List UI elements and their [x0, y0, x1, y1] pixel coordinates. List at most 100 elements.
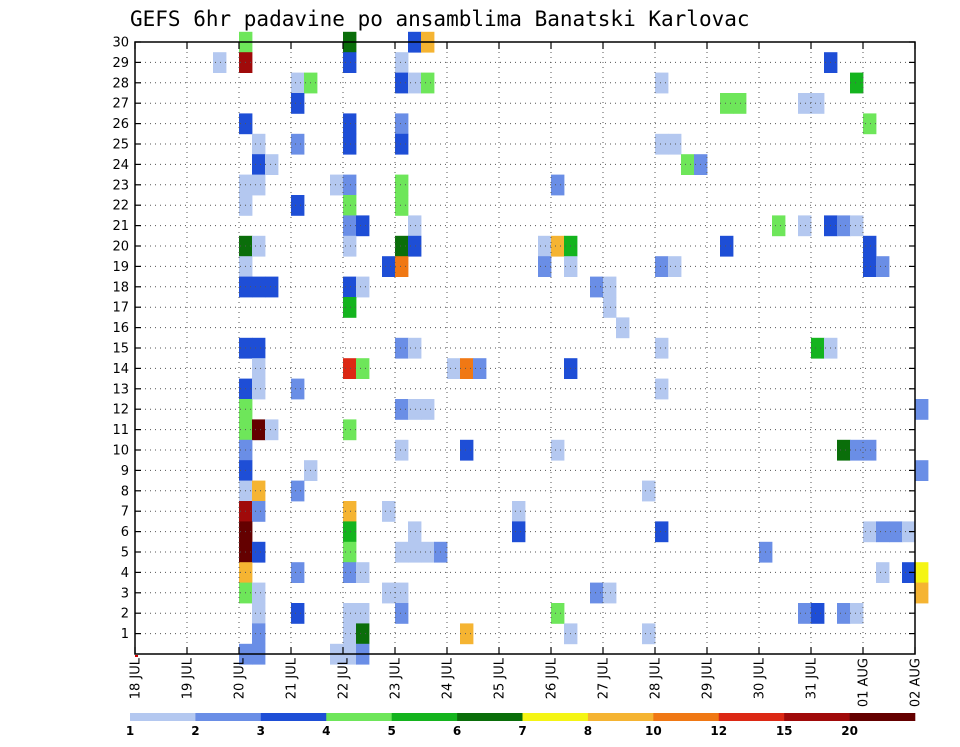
- heatmap-cell: [551, 235, 565, 257]
- heatmap-cell: [408, 399, 422, 420]
- heatmap-cell: [720, 235, 734, 257]
- heatmap-cell: [252, 358, 266, 379]
- heatmap-cell: [863, 439, 877, 461]
- legend-swatch: [326, 713, 392, 721]
- heatmap-cell: [538, 235, 552, 257]
- y-tick-label: 25: [112, 138, 129, 153]
- heatmap-cell: [655, 133, 669, 155]
- heatmap-cell: [252, 419, 266, 441]
- legend-swatch: [391, 713, 458, 721]
- heatmap-cell: [343, 521, 357, 543]
- legend-swatch: [587, 713, 654, 721]
- y-tick-label: 2: [121, 607, 129, 622]
- heatmap-cell: [382, 582, 396, 604]
- x-tick-label: 02 AUG: [909, 658, 924, 707]
- heatmap-cell: [395, 174, 409, 196]
- legend-level-label: 6: [453, 724, 461, 738]
- heatmap-cell: [642, 623, 656, 645]
- heatmap-cell: [850, 215, 864, 237]
- heatmap-cell: [512, 501, 526, 522]
- heatmap-cell: [460, 623, 474, 645]
- heatmap-cell: [473, 358, 487, 379]
- heatmap-cell: [291, 562, 305, 583]
- x-axis: 18 JUL 19 JUL 20 JUL 21 JUL 22 JUL 23 JUL 24 J…: [129, 42, 924, 707]
- y-tick-label: 10: [112, 444, 129, 459]
- x-tick-label: 25 JUL: [493, 657, 508, 699]
- y-tick-label: 6: [121, 525, 129, 540]
- y-tick-label: 24: [112, 158, 129, 173]
- heatmap-cell: [252, 541, 266, 563]
- heatmap-cell: [213, 52, 227, 73]
- heatmap-cell: [252, 133, 266, 155]
- y-tick-label: 16: [112, 321, 129, 336]
- y-tick-label: 8: [121, 484, 129, 499]
- heatmap-cell: [720, 93, 734, 114]
- heatmap-cell: [915, 562, 929, 583]
- heatmap-cell: [421, 541, 435, 563]
- heatmap-cell: [863, 113, 877, 135]
- heatmap-cell: [408, 541, 422, 563]
- heatmap-cell: [616, 317, 630, 339]
- heatmap-cell: [395, 72, 409, 94]
- heatmap-cell: [850, 439, 864, 461]
- y-tick-label: 30: [112, 36, 129, 51]
- heatmap-cell: [551, 603, 565, 624]
- heatmap-cell: [421, 72, 435, 94]
- heatmap-cell: [655, 337, 669, 359]
- x-tick-label: 18 JUL: [129, 657, 144, 699]
- heatmap-cell: [343, 195, 357, 216]
- heatmap-cell: [343, 603, 357, 624]
- heatmap-cell: [395, 582, 409, 604]
- x-tick-label: 29 JUL: [701, 657, 716, 699]
- heatmap-cell: [265, 419, 279, 441]
- heatmap-cell: [343, 276, 357, 298]
- heatmap-cell: [291, 93, 305, 114]
- y-tick-label: 5: [121, 546, 129, 561]
- y-tick-label: 4: [121, 566, 129, 581]
- y-tick-label: 3: [121, 586, 129, 601]
- heatmap-cell: [395, 399, 409, 420]
- heatmap-cell: [447, 358, 461, 379]
- heatmap-cell: [265, 154, 279, 175]
- heatmap-cell: [395, 235, 409, 257]
- heatmap-cell: [395, 113, 409, 135]
- y-tick-label: 14: [112, 362, 129, 377]
- heatmap-cell: [668, 133, 682, 155]
- legend-level-label: 10: [645, 724, 662, 738]
- heatmap-cell: [421, 399, 435, 420]
- x-tick-label: 20 JUL: [233, 657, 248, 699]
- heatmap-cell: [811, 337, 825, 359]
- heatmap-cell: [343, 501, 357, 522]
- heatmap-cell: [655, 378, 669, 400]
- legend-swatch: [195, 713, 262, 721]
- heatmap-cell: [343, 113, 357, 135]
- y-axis: 1234567891011121314151617181920212223242…: [112, 36, 915, 642]
- heatmap-cell: [343, 358, 357, 379]
- heatmap-cell: [252, 480, 266, 502]
- heatmap-cell: [395, 133, 409, 155]
- y-tick-label: 13: [112, 382, 129, 397]
- heatmap-cell: [460, 358, 474, 379]
- heatmap-cell: [343, 235, 357, 257]
- heatmap-cell: [733, 93, 747, 114]
- y-tick-label: 15: [112, 342, 129, 357]
- heatmap-cell: [356, 215, 370, 237]
- heatmap-cell: [343, 174, 357, 196]
- y-tick-label: 17: [112, 301, 129, 316]
- heatmap-cell: [408, 235, 422, 257]
- heatmap-cell: [395, 256, 409, 277]
- heatmap-cell: [460, 439, 474, 461]
- heatmap-cell: [876, 256, 890, 277]
- legend-swatch: [849, 713, 916, 721]
- x-tick-label: 21 JUL: [285, 657, 300, 699]
- heatmap-cell: [343, 297, 357, 318]
- heatmap-cell: [252, 174, 266, 196]
- heatmap-cell: [590, 582, 604, 604]
- heatmap-cell: [837, 439, 851, 461]
- heatmap-cell: [915, 399, 929, 420]
- legend-level-label: 5: [387, 724, 395, 738]
- heatmap-cell: [538, 256, 552, 277]
- heatmap-cell: [395, 439, 409, 461]
- heatmap-cell: [863, 521, 877, 543]
